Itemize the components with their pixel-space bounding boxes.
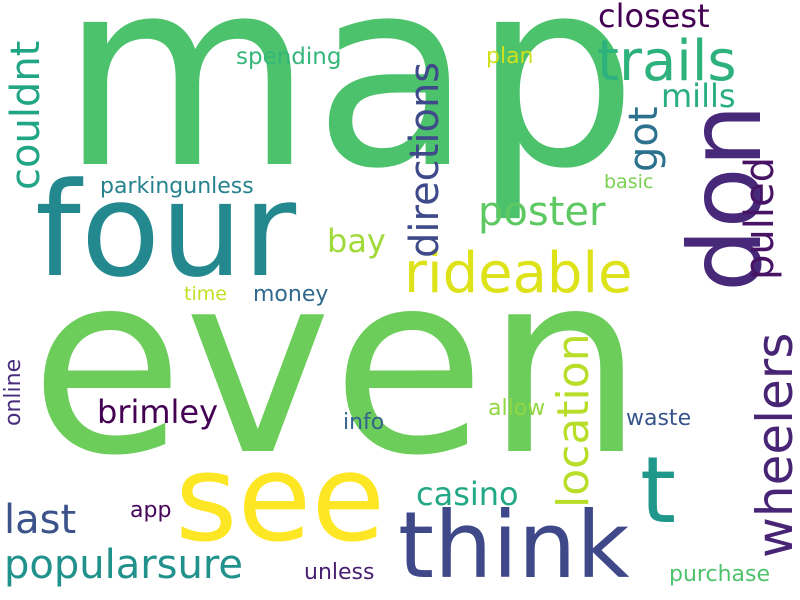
word-plan: plan xyxy=(486,44,534,69)
word-closest: closest xyxy=(598,0,710,35)
word-last: last xyxy=(4,497,77,543)
word-basic: basic xyxy=(604,171,654,193)
word-t: t xyxy=(640,437,677,544)
word-app: app xyxy=(130,498,172,523)
word-online: online xyxy=(1,358,26,426)
word-parkingunless: parkingunless xyxy=(100,174,254,199)
word-info: info xyxy=(343,410,385,435)
word-four: four xyxy=(35,154,297,306)
word-got: got xyxy=(621,106,667,172)
word-allow: allow xyxy=(488,396,546,421)
word-map: map xyxy=(60,0,638,226)
word-time: time xyxy=(184,283,227,305)
word-brimley: brimley xyxy=(97,393,219,431)
word-money: money xyxy=(253,282,329,307)
word-mills: mills xyxy=(661,77,736,115)
word-casino: casino xyxy=(416,475,519,513)
word-see: see xyxy=(175,430,386,569)
word-popularsure: popularsure xyxy=(4,542,244,588)
word-pulled: pulled xyxy=(737,157,783,280)
word-directions: directions xyxy=(402,61,448,258)
word-unless: unless xyxy=(304,560,375,585)
word-location: location xyxy=(548,333,599,508)
word-spending: spending xyxy=(236,44,342,70)
word-rideable: rideable xyxy=(404,241,633,306)
word-trails: trails xyxy=(597,29,737,94)
word-couldnt: couldnt xyxy=(3,40,49,190)
word-wheelers: wheelers xyxy=(746,332,800,558)
word-bay: bay xyxy=(327,222,386,260)
word-even: even xyxy=(30,219,645,510)
word-waste: waste xyxy=(626,406,692,431)
word-purchase: purchase xyxy=(669,562,770,587)
word-poster: poster xyxy=(478,189,606,235)
word-think: think xyxy=(398,492,630,599)
